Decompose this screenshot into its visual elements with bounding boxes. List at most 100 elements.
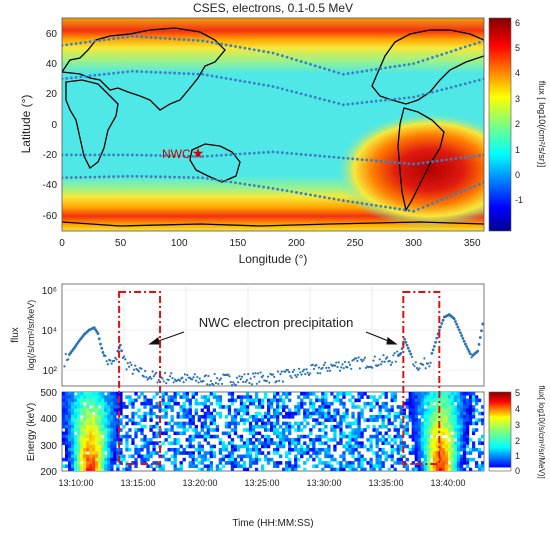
spectrogram-cell xyxy=(212,392,217,396)
spectrogram-cell xyxy=(306,408,310,413)
spectrogram-cell xyxy=(200,424,204,429)
spectrogram-cell xyxy=(158,464,162,469)
spectrogram-cell xyxy=(294,411,298,416)
flux-point xyxy=(452,317,456,321)
spectrogram-cell xyxy=(218,461,223,465)
spectrogram-cell xyxy=(107,395,111,399)
track-dot xyxy=(121,153,125,157)
spectrogram-cell xyxy=(68,415,72,419)
spectrogram-cell xyxy=(65,401,69,406)
spec-ytick: 400 xyxy=(40,414,57,425)
spectrogram-cell xyxy=(209,451,214,455)
spectrogram-cell xyxy=(71,447,75,452)
spectrogram-cell xyxy=(465,415,470,419)
spectrogram-cell xyxy=(263,438,268,442)
spectrogram-cell xyxy=(68,428,72,432)
spectrogram-cell xyxy=(423,444,428,449)
spectrogram-cell xyxy=(71,411,75,416)
spectrogram-cell xyxy=(77,451,81,455)
spectrogram-cell xyxy=(116,431,120,436)
flux-point xyxy=(229,380,232,384)
spectrogram-cell xyxy=(173,438,177,442)
spectrogram-cell xyxy=(369,464,373,469)
spectrogram-cell xyxy=(197,431,201,436)
spectrogram-cell xyxy=(125,438,129,442)
spectrogram-cell xyxy=(65,395,69,399)
spectrogram-cell xyxy=(372,434,376,439)
spectrogram-cell xyxy=(239,457,244,462)
track-dot xyxy=(234,152,237,156)
spectrogram-cell xyxy=(417,461,421,465)
spectrogram-cell xyxy=(342,411,346,416)
spectrogram-cell xyxy=(312,408,316,413)
spectrogram-cell xyxy=(465,461,470,465)
spectrogram-cell xyxy=(260,444,265,449)
spectrogram-cell xyxy=(447,441,452,445)
flux-point xyxy=(183,373,186,376)
spectrogram-cell xyxy=(119,461,123,465)
spectrogram-cell xyxy=(477,438,482,442)
spectrogram-cell xyxy=(342,444,346,449)
spectrogram-cell xyxy=(233,457,238,462)
flux-point xyxy=(295,375,298,379)
spectrogram-cell xyxy=(276,418,280,422)
spectrogram-cell xyxy=(447,405,452,409)
spectrogram-cell xyxy=(435,424,440,429)
spectrogram-cell xyxy=(71,434,75,439)
spectrogram-cell xyxy=(396,444,400,449)
spectrogram-cell xyxy=(83,461,87,465)
spectrogram-cell xyxy=(203,398,207,403)
spectrogram-cell xyxy=(369,405,373,409)
track-dot xyxy=(285,189,289,193)
spectrogram-cell xyxy=(110,398,114,403)
spectrogram-cell xyxy=(218,411,223,416)
track-dot xyxy=(440,198,444,202)
spectrogram-cell xyxy=(426,447,431,452)
spectrogram-cell xyxy=(408,408,412,413)
spectrogram-cell xyxy=(131,441,135,445)
track-dot xyxy=(187,154,191,158)
flux-point xyxy=(173,378,177,381)
spectrogram-cell xyxy=(363,428,367,432)
spectrogram-cell xyxy=(474,395,479,399)
spectrogram-cell xyxy=(95,424,99,429)
spectrogram-cell xyxy=(86,398,90,403)
spectrogram-cell xyxy=(71,464,75,469)
spectrogram-cell xyxy=(116,408,120,413)
spectrogram-cell xyxy=(372,395,376,399)
spectrogram-cell xyxy=(227,461,232,465)
track-dot xyxy=(370,203,373,207)
spectrogram-cell xyxy=(417,451,421,455)
track-dot xyxy=(290,152,294,155)
spectrogram-cell xyxy=(468,395,473,399)
spectrogram-cell xyxy=(119,418,123,422)
spectrogram-cell xyxy=(465,392,470,396)
spectrogram-cell xyxy=(312,392,316,396)
spectrogram-cell xyxy=(387,428,391,432)
spectrogram-cell xyxy=(107,398,111,403)
spectrogram-cell xyxy=(197,467,201,471)
spectrogram-cell xyxy=(369,418,373,422)
spectrogram-cell xyxy=(224,447,229,452)
coastline-africa xyxy=(65,79,119,169)
spectrogram-cell xyxy=(179,395,183,399)
spectrogram-cell xyxy=(393,428,397,432)
spectrogram-cell xyxy=(98,418,102,422)
spectrogram-cell xyxy=(200,454,204,459)
spectrogram-cell xyxy=(276,434,280,439)
spectrogram-cell xyxy=(450,447,455,452)
track-dot xyxy=(327,68,331,72)
flux-point xyxy=(207,374,210,378)
flux-point xyxy=(149,375,152,379)
spectrogram-cell xyxy=(203,424,207,429)
spectrogram-cell xyxy=(161,415,165,419)
spectrogram-cell xyxy=(206,424,210,429)
spectrogram-cell xyxy=(149,441,153,445)
spectrogram-cell xyxy=(330,392,334,396)
spectrogram-cell xyxy=(288,415,292,419)
spectrogram-cell xyxy=(393,411,397,416)
spectrogram-cell xyxy=(254,451,259,455)
spectrogram-cell xyxy=(390,408,394,413)
spectrogram-cell xyxy=(465,421,470,426)
spectrogram-cell xyxy=(408,401,412,406)
